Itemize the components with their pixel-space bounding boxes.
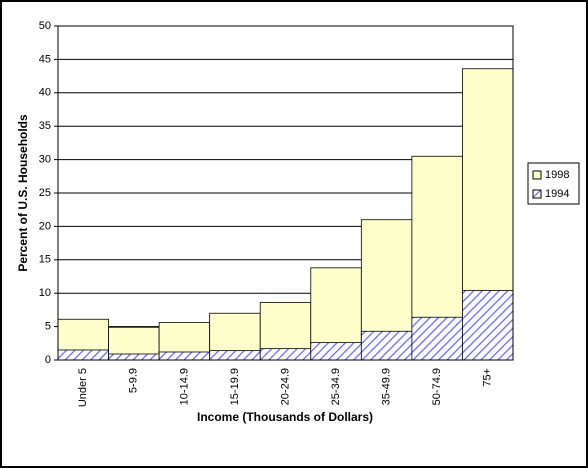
x-tick-label: 25-34.9: [330, 368, 342, 405]
legend-swatch: [532, 189, 542, 199]
y-axis-label: Percent of U.S. Households: [16, 114, 30, 272]
x-tick-label: 5-9.9: [128, 368, 140, 393]
bar: [209, 350, 261, 361]
legend-label: 1998: [545, 169, 569, 181]
bar: [411, 316, 463, 361]
bar: [108, 353, 160, 361]
y-tick-label: 35: [39, 120, 51, 132]
y-tick-label: 10: [39, 287, 51, 299]
bar: [360, 330, 413, 361]
y-tick-label: 15: [39, 254, 51, 266]
x-tick-label: Under 5: [77, 368, 89, 407]
x-tick-label: 20-24.9: [279, 368, 291, 405]
legend-label: 1994: [545, 188, 569, 200]
x-axis-label: Income (Thousands of Dollars): [197, 410, 373, 424]
y-tick-label: 0: [45, 354, 51, 366]
plot-border: [57, 25, 514, 361]
y-tick-label: 40: [39, 87, 51, 99]
y-tick-label: 5: [45, 321, 51, 333]
bar: [158, 351, 211, 361]
x-tick-label: 15-19.9: [229, 368, 241, 405]
y-tick-label: 25: [39, 187, 51, 199]
y-tick-label: 20: [39, 220, 51, 232]
bar: [462, 290, 514, 361]
x-tick-label: 35-49.9: [381, 368, 393, 405]
y-tick-label: 50: [39, 20, 51, 32]
x-tick-label: 50-74.9: [431, 368, 443, 405]
legend-swatch: [532, 170, 542, 180]
bar: [259, 348, 312, 361]
x-tick-label: 10-14.9: [178, 368, 190, 405]
y-tick-label: 30: [39, 154, 51, 166]
y-tick-label: 45: [39, 53, 51, 65]
bar: [310, 342, 362, 361]
x-tick-label: 75+: [482, 368, 494, 387]
bar: [57, 349, 109, 361]
